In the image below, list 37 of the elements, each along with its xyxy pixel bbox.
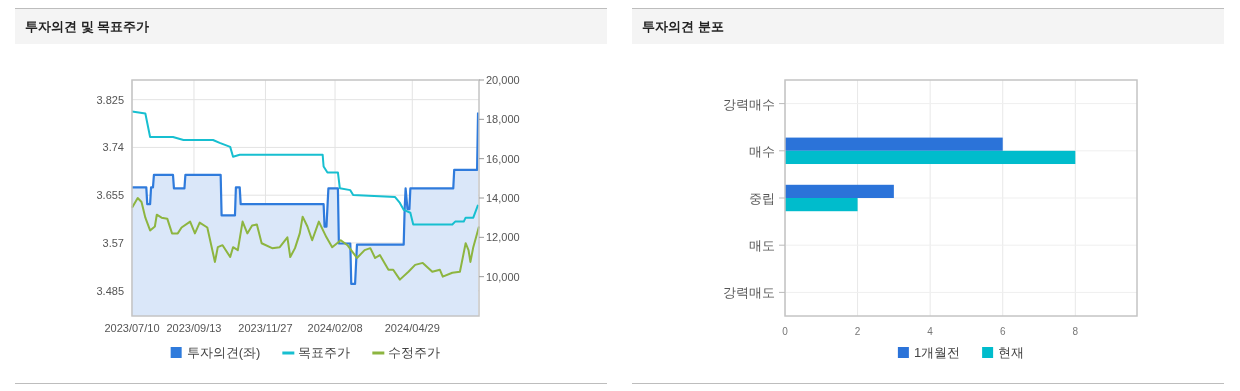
bar — [785, 137, 1003, 151]
y-tick-label: 3.655 — [96, 189, 124, 202]
y2-tick-label: 14,000 — [486, 192, 520, 204]
y2-tick-label: 12,000 — [486, 231, 520, 244]
y-tick-label: 매도 — [749, 238, 775, 254]
legend-label: 투자의견(좌) — [186, 345, 261, 360]
y-tick-label: 3.485 — [96, 284, 124, 297]
y-tick-label: 매수 — [749, 143, 775, 159]
x-tick-label: 2023/09/13 — [166, 322, 222, 334]
bar — [785, 150, 1076, 165]
y2-tick-label: 20,000 — [486, 74, 520, 86]
legend-label: 현재 — [998, 345, 1025, 360]
legend-label: 1개월전 — [913, 345, 961, 360]
y2-tick-label: 16,000 — [486, 152, 520, 165]
y-tick-label: 중립 — [749, 191, 775, 206]
x-tick-label: 2024/04/29 — [384, 322, 440, 334]
bar — [785, 198, 858, 212]
x-tick-label: 2 — [854, 326, 861, 337]
x-tick-label: 4 — [927, 326, 934, 337]
legend-label: 목표주가 — [298, 345, 351, 360]
y-tick-label: 3.57 — [102, 236, 124, 249]
y-tick-label: 3.74 — [102, 141, 124, 154]
chart-title: 투자의견 분포 — [642, 19, 724, 34]
y-tick-label: 3.825 — [96, 93, 124, 106]
chart-title: 투자의견 및 목표주가 — [25, 19, 150, 34]
x-tick-label: 0 — [782, 326, 789, 337]
x-tick-label: 8 — [1072, 326, 1079, 337]
y-tick-label: 강력매수 — [723, 96, 775, 112]
legend-label: 수정주가 — [388, 345, 441, 360]
y-tick-label: 강력매도 — [723, 285, 775, 301]
y2-tick-label: 18,000 — [486, 113, 520, 126]
bar — [785, 184, 894, 198]
x-tick-label: 2024/02/08 — [307, 322, 363, 334]
x-tick-label: 6 — [999, 326, 1006, 337]
x-tick-label: 2023/07/10 — [104, 322, 160, 334]
x-tick-label: 2023/11/27 — [238, 322, 293, 334]
y2-tick-label: 10,000 — [486, 270, 520, 283]
